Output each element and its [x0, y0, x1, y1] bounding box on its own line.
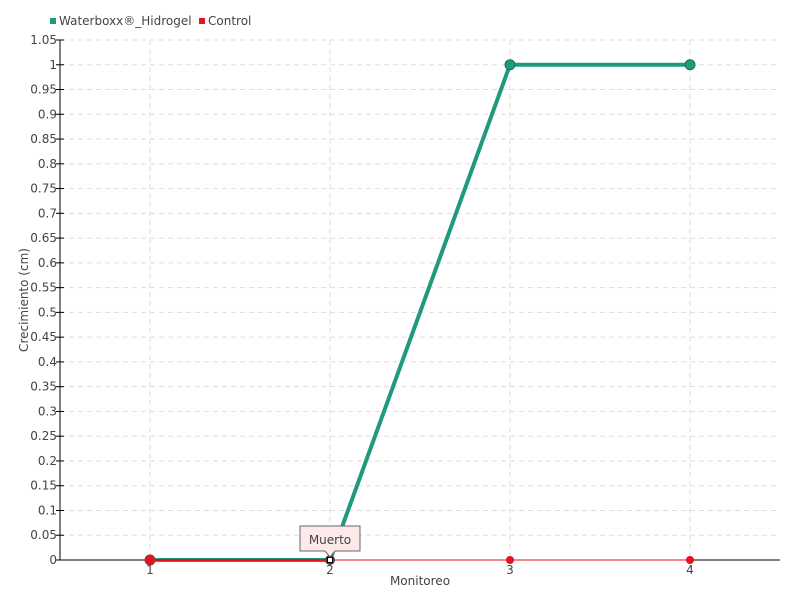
data-point-control [506, 556, 514, 564]
x-tick-label: 3 [506, 563, 514, 577]
annotation-label: Muerto [309, 533, 351, 547]
y-tick-label: 0.05 [30, 528, 57, 542]
y-tick-label: 0.5 [38, 305, 57, 319]
y-tick-label: 0 [49, 553, 57, 567]
y-tick-label: 1 [49, 58, 57, 72]
y-tick-label: 0.3 [38, 404, 57, 418]
data-point-waterboxx [504, 59, 516, 71]
annotation-group: Muerto [299, 525, 361, 558]
grid [60, 39, 780, 560]
y-tick-label: 0.65 [30, 231, 57, 245]
legend-swatch-waterboxx [50, 18, 56, 24]
data-point-waterboxx [684, 59, 696, 71]
legend-swatch-control [199, 18, 205, 24]
x-tick-label: 4 [686, 563, 694, 577]
y-tick-label: 0.4 [38, 355, 57, 369]
annotation-box [299, 525, 361, 558]
y-tick-label: 0.45 [30, 330, 57, 344]
series-group [144, 59, 696, 566]
y-tick-label: 0.1 [38, 503, 57, 517]
legend: Waterboxx®_Hidrogel Control [50, 14, 251, 28]
y-tick-label: 0.7 [38, 206, 57, 220]
legend-label-control[interactable]: Control [208, 14, 251, 28]
y-tick-label: 1.05 [30, 33, 57, 47]
y-tick-label: 0.9 [38, 107, 57, 121]
y-tick-label: 0.6 [38, 256, 57, 270]
data-point-control [144, 554, 156, 566]
x-tick-label: 1 [146, 563, 154, 577]
legend-label-waterboxx[interactable]: Waterboxx®_Hidrogel [59, 14, 192, 28]
y-tick-label: 0.35 [30, 380, 57, 394]
y-tick-label: 0.15 [30, 479, 57, 493]
y-tick-label: 0.95 [30, 83, 57, 97]
y-tick-label: 0.2 [38, 454, 57, 468]
y-tick-label: 0.85 [30, 132, 57, 146]
y-axis-label: Crecimiento (cm) [17, 248, 31, 352]
x-tick-label: 2 [326, 563, 334, 577]
y-tick-label: 0.25 [30, 429, 57, 443]
x-axis-label: Monitoreo [390, 574, 450, 588]
data-point-marker [327, 557, 333, 563]
y-tick-label: 0.55 [30, 281, 57, 295]
data-point-control [686, 556, 694, 564]
y-tick-label: 0.75 [30, 182, 57, 196]
y-tick-label: 0.8 [38, 157, 57, 171]
